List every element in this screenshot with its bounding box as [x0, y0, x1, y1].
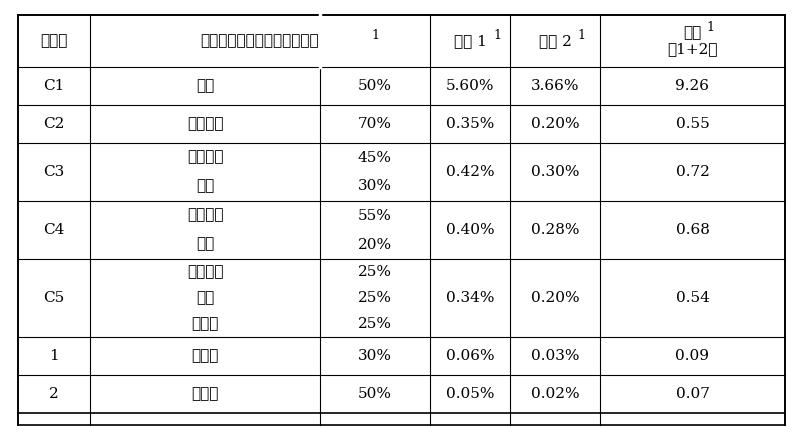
- Text: 木糖醇: 木糖醇: [191, 317, 218, 331]
- Text: 0.42%: 0.42%: [446, 165, 494, 179]
- Text: 55%: 55%: [358, 208, 392, 222]
- Text: 甘油: 甘油: [196, 238, 214, 252]
- Text: C5: C5: [43, 291, 65, 305]
- Text: 45%: 45%: [358, 150, 392, 164]
- Text: 0.28%: 0.28%: [530, 223, 579, 237]
- Text: 0.03%: 0.03%: [530, 349, 579, 363]
- Text: C2: C2: [43, 117, 65, 131]
- Text: 25%: 25%: [358, 317, 392, 331]
- Text: 甜味剂（或甜味剂的混合物）: 甜味剂（或甜味剂的混合物）: [201, 34, 319, 48]
- Text: 5.60%: 5.60%: [446, 79, 494, 93]
- Text: 0.35%: 0.35%: [446, 117, 494, 131]
- Text: 30%: 30%: [358, 349, 392, 363]
- Text: 甘油: 甘油: [196, 180, 214, 194]
- Text: 1: 1: [706, 21, 714, 34]
- Text: 0.07: 0.07: [675, 387, 710, 401]
- Text: 50%: 50%: [358, 387, 392, 401]
- Text: C3: C3: [43, 165, 65, 179]
- Text: 9.26: 9.26: [675, 79, 710, 93]
- Text: 0.20%: 0.20%: [530, 291, 579, 305]
- Text: C4: C4: [43, 223, 65, 237]
- Text: 0.06%: 0.06%: [446, 349, 494, 363]
- Text: 组合物: 组合物: [40, 34, 68, 48]
- Text: 0.02%: 0.02%: [530, 387, 579, 401]
- Text: 果糖: 果糖: [196, 79, 214, 93]
- Text: 0.40%: 0.40%: [446, 223, 494, 237]
- Text: 0.05%: 0.05%: [446, 387, 494, 401]
- Text: 0.30%: 0.30%: [530, 165, 579, 179]
- Text: 总计: 总计: [683, 26, 702, 40]
- Text: 0.72: 0.72: [675, 165, 710, 179]
- Text: 杂质 1: 杂质 1: [454, 34, 486, 48]
- Text: 3.66%: 3.66%: [530, 79, 579, 93]
- Text: 25%: 25%: [358, 265, 392, 279]
- Text: 50%: 50%: [358, 79, 392, 93]
- Text: 0.55: 0.55: [676, 117, 710, 131]
- Text: （1+2）: （1+2）: [667, 42, 718, 56]
- Text: 杂质 2: 杂质 2: [538, 34, 571, 48]
- Text: 0.20%: 0.20%: [530, 117, 579, 131]
- Text: 木糖醇: 木糖醇: [191, 387, 218, 401]
- Text: 1: 1: [49, 349, 59, 363]
- Text: 1: 1: [371, 30, 379, 42]
- Text: 30%: 30%: [358, 180, 392, 194]
- Text: 木糖醇: 木糖醇: [191, 349, 218, 363]
- Text: 山梨糖醇: 山梨糖醇: [186, 208, 223, 222]
- Text: 1: 1: [493, 30, 501, 42]
- Text: 0.34%: 0.34%: [446, 291, 494, 305]
- Text: 70%: 70%: [358, 117, 392, 131]
- Text: 1: 1: [577, 30, 585, 42]
- Text: 0.68: 0.68: [675, 223, 710, 237]
- Text: 2: 2: [49, 387, 59, 401]
- Text: 山梨糖醇: 山梨糖醇: [186, 117, 223, 131]
- Text: 甘油: 甘油: [196, 291, 214, 305]
- Text: 20%: 20%: [358, 238, 392, 252]
- Text: C1: C1: [43, 79, 65, 93]
- Text: 0.09: 0.09: [675, 349, 710, 363]
- Text: 山梨糖醇: 山梨糖醇: [186, 150, 223, 164]
- Text: 山梨糖醇: 山梨糖醇: [186, 265, 223, 279]
- Text: 0.54: 0.54: [675, 291, 710, 305]
- Text: 25%: 25%: [358, 291, 392, 305]
